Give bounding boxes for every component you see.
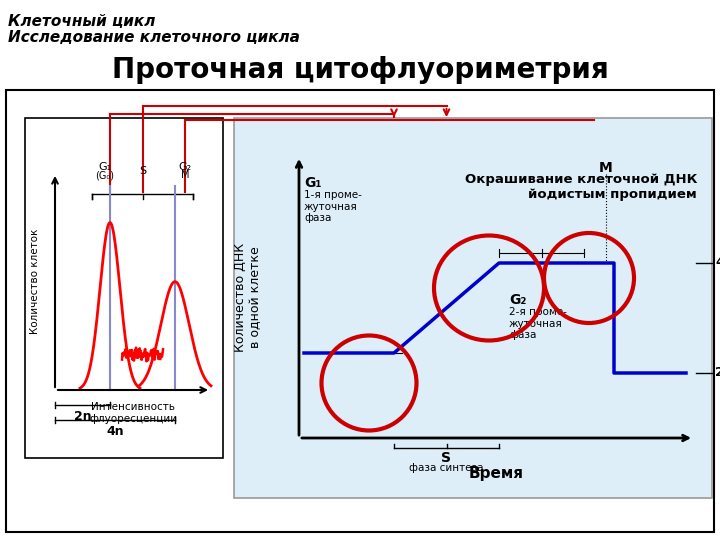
Text: G₂: G₂ — [509, 293, 526, 307]
Text: Исследование клеточного цикла: Исследование клеточного цикла — [8, 30, 300, 45]
Bar — [234, 118, 712, 498]
Text: 1-я проме-
жуточная
фаза: 1-я проме- жуточная фаза — [304, 190, 362, 223]
Text: Интенсивность
флуоресценции: Интенсивность флуоресценции — [89, 402, 177, 423]
Text: G₂: G₂ — [179, 162, 192, 172]
Bar — [6, 90, 714, 532]
Text: G₁: G₁ — [304, 176, 322, 190]
Text: Количество ДНК
в одной клетке: Количество ДНК в одной клетке — [234, 242, 262, 352]
Text: S: S — [139, 166, 146, 176]
Text: 4n: 4n — [715, 256, 720, 269]
Bar — [25, 118, 223, 458]
Text: M: M — [599, 161, 613, 175]
Text: (G₀): (G₀) — [96, 170, 114, 180]
Text: 2n: 2n — [715, 367, 720, 380]
Text: 2n: 2n — [73, 410, 91, 423]
Text: Количество клеток: Количество клеток — [30, 229, 40, 334]
Text: Время: Время — [469, 466, 524, 481]
Text: G₁: G₁ — [99, 162, 112, 172]
Text: Окрашивание клеточной ДНК
йодистым пропидием: Окрашивание клеточной ДНК йодистым пропи… — [464, 173, 697, 201]
Text: фаза синтеза: фаза синтеза — [409, 463, 484, 473]
Text: M: M — [181, 170, 189, 180]
Text: 2-я проме-
жуточная
фаза: 2-я проме- жуточная фаза — [509, 307, 567, 340]
Text: 4n: 4n — [106, 425, 124, 438]
Text: Клеточный цикл: Клеточный цикл — [8, 14, 156, 29]
Text: S: S — [441, 451, 451, 465]
Text: Проточная цитофлуориметрия: Проточная цитофлуориметрия — [112, 56, 608, 84]
